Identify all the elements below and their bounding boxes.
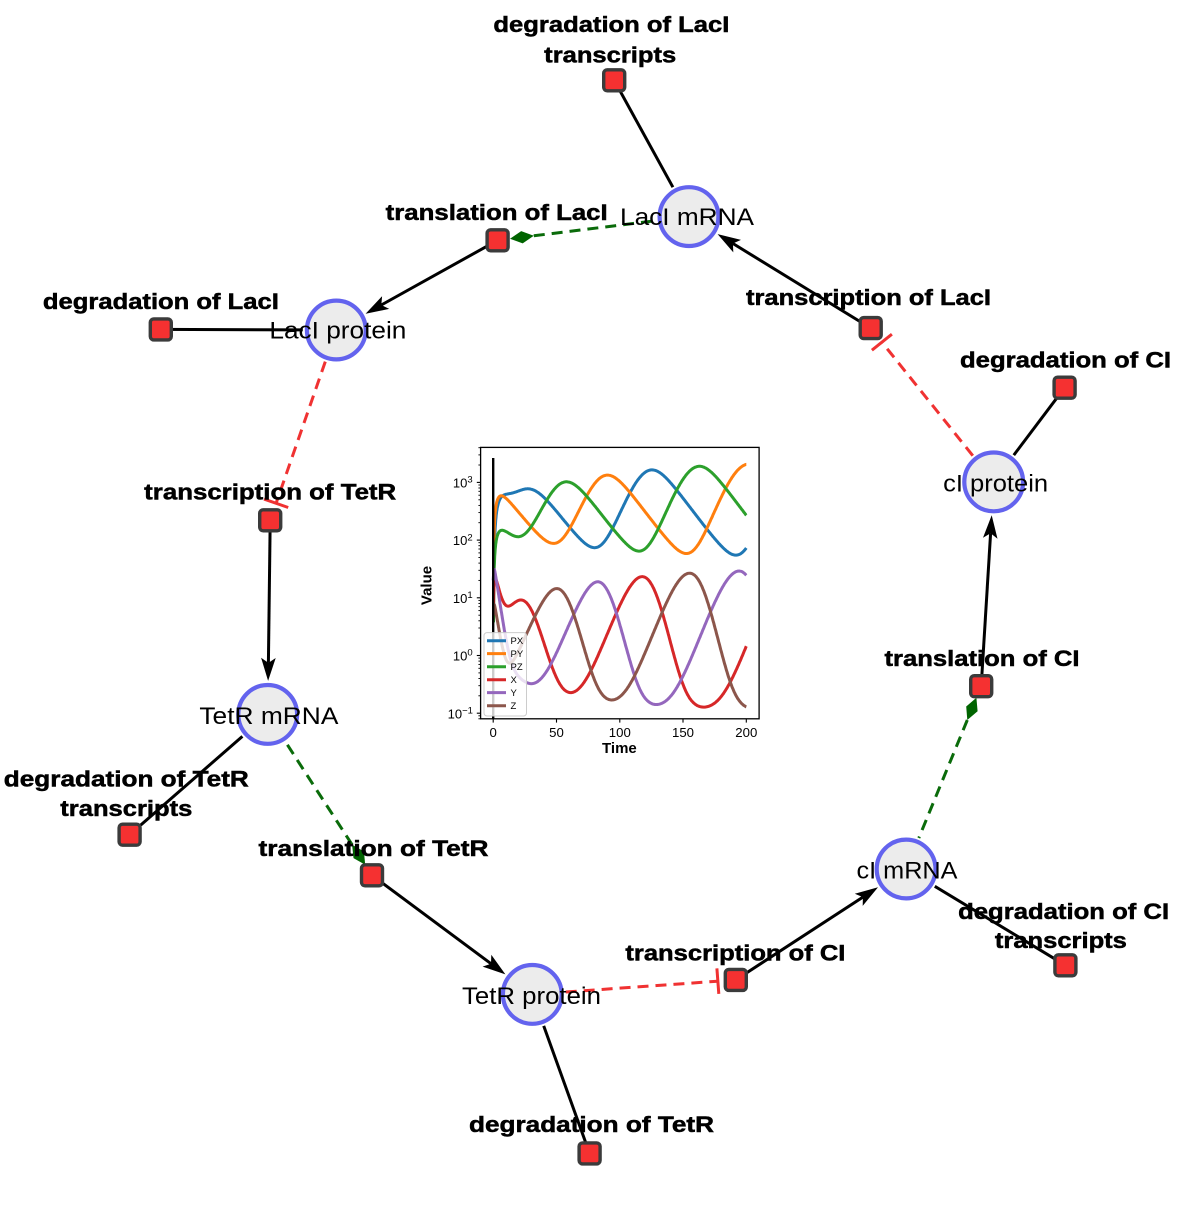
svg-text:TetR mRNA: TetR mRNA [199, 703, 338, 730]
svg-text:cI mRNA: cI mRNA [857, 857, 958, 884]
svg-text:transcripts: transcripts [544, 42, 676, 67]
svg-text:2: 2 [467, 532, 472, 543]
svg-text:200: 200 [735, 725, 757, 740]
svg-text:100: 100 [609, 725, 631, 740]
svg-text:degradation of TetR: degradation of TetR [469, 1112, 714, 1137]
svg-text:10: 10 [453, 649, 467, 664]
svg-text:10: 10 [453, 591, 467, 606]
svg-text:PX: PX [511, 636, 524, 647]
svg-text:PY: PY [511, 649, 524, 660]
svg-text:0: 0 [467, 648, 472, 659]
svg-text:translation of LacI: translation of LacI [386, 200, 608, 225]
svg-text:Z: Z [511, 701, 517, 712]
svg-text:degradation of TetR: degradation of TetR [4, 766, 249, 791]
svg-text:3: 3 [467, 475, 472, 486]
svg-text:10: 10 [448, 706, 462, 721]
svg-text:10: 10 [453, 476, 467, 491]
svg-text:transcripts: transcripts [60, 796, 192, 821]
svg-text:transcription of CI: transcription of CI [625, 941, 845, 966]
svg-text:0: 0 [490, 725, 497, 740]
svg-text:Value: Value [419, 566, 436, 605]
svg-text:translation of CI: translation of CI [885, 646, 1080, 671]
svg-text:1: 1 [467, 590, 472, 601]
svg-text:PZ: PZ [511, 662, 523, 673]
svg-text:−1: −1 [462, 705, 473, 716]
svg-text:degradation of LacI: degradation of LacI [493, 12, 729, 37]
svg-text:degradation of CI: degradation of CI [960, 348, 1171, 373]
svg-text:transcripts: transcripts [995, 928, 1127, 953]
svg-text:transcription of LacI: transcription of LacI [746, 285, 991, 310]
svg-text:TetR protein: TetR protein [462, 983, 601, 1010]
svg-text:Time: Time [602, 740, 637, 757]
svg-text:translation of TetR: translation of TetR [259, 836, 489, 861]
svg-text:degradation of LacI: degradation of LacI [43, 289, 279, 314]
svg-text:50: 50 [549, 725, 564, 740]
svg-text:X: X [511, 675, 518, 686]
svg-text:Y: Y [511, 688, 518, 699]
svg-text:10: 10 [453, 533, 467, 548]
svg-text:degradation of CI: degradation of CI [958, 899, 1169, 924]
svg-text:LacI mRNA: LacI mRNA [620, 204, 754, 231]
svg-text:transcription of TetR: transcription of TetR [144, 479, 396, 504]
svg-text:LacI protein: LacI protein [269, 317, 406, 344]
svg-text:150: 150 [672, 725, 694, 740]
svg-text:cI protein: cI protein [943, 470, 1048, 497]
